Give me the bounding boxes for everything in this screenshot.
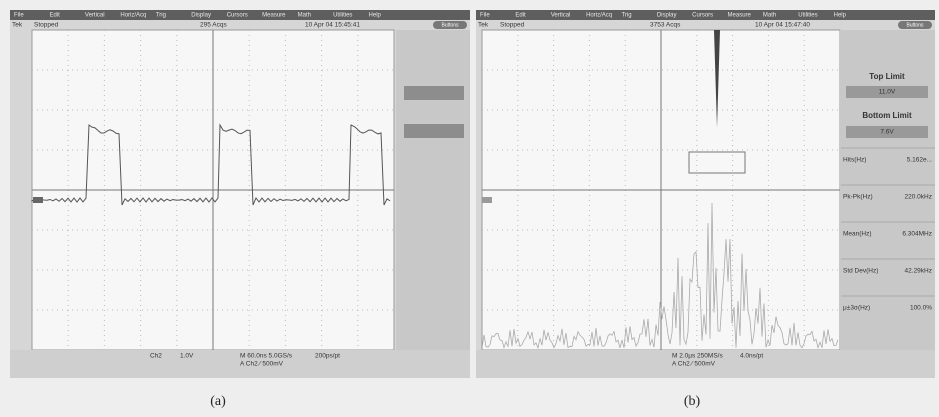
menu-item: Vertical [551,13,571,19]
menu-item: Edit [515,13,526,19]
acqs: 3753 Acqs [650,22,681,29]
acqs: 295 Acqs [200,22,227,29]
figure: Tek Stopped 295 Acqs 10 Apr 04 15:45:41 … [0,0,939,417]
menu-item: Trig [621,13,631,19]
menu-item: Display [191,13,211,19]
menu-item: Horiz/Acq [120,13,146,19]
ground-marker [482,197,492,203]
caption: (a) [210,394,226,409]
top-limit-label: Top Limit [869,72,905,81]
measurement-label: Pk-Pk(Hz) [843,194,873,201]
brand: Tek [12,22,23,29]
resolution: 4.0ns/pt [740,353,763,360]
trigger: A Ch2 ∕ 500mV [240,361,284,368]
measurement-label: Std Dev(Hz) [843,268,878,275]
bottom-limit-value: 7.6V [880,129,894,136]
button-label: Buttons [442,22,459,28]
menu-item: Edit [49,13,60,19]
menu-item: Utilities [333,13,352,19]
measurement-value: 5.162e... [907,157,932,164]
state: Stopped [34,22,59,29]
timestamp: 10 Apr 04 15:45:41 [305,22,360,29]
measurement-label: Hits(Hz) [843,157,866,164]
resolution: 200ps/pt [315,353,340,360]
menu-item: Math [763,13,776,19]
menu-item: Measure [262,13,286,19]
measurement-value: 6.304MHz [902,231,932,238]
measurement-label: Mean(Hz) [843,231,872,238]
menu-item: Vertical [85,13,105,19]
menu-item: Utilities [798,13,817,19]
trigger: A Ch2 ∕ 500mV [672,361,716,368]
menu-item: Trig [156,13,166,19]
menu-item: File [480,13,490,19]
menu-item: Measure [728,13,752,19]
bottom-limit-label: Bottom Limit [862,111,912,120]
state: Stopped [500,22,525,29]
menu-item: Display [657,13,677,19]
measurement-value: 42.29kHz [905,268,932,275]
caption: (b) [684,394,701,409]
top-limit-value: 11.0V [879,89,896,96]
menu-item: File [14,13,24,19]
side-button[interactable] [404,86,464,100]
measurement-label: μ±3σ(Hz) [843,305,870,312]
measurement-value: 220.0kHz [905,194,932,201]
timebase: M 2.0μs 250MS/s [672,353,723,360]
side-panel [396,30,470,350]
menu-item: Cursors [227,13,248,19]
channel: Ch2 [150,353,162,360]
timestamp: 10 Apr 04 15:47:40 [755,22,810,29]
menu-item: Help [369,13,382,19]
side-button[interactable] [404,124,464,138]
timebase: M 60.0ns 5.0GS/s [240,353,293,360]
menu-item: Horiz/Acq [586,13,612,19]
menu-item: Math [298,13,311,19]
measurement-value: 100.0% [910,305,932,312]
menu-item: Help [834,13,847,19]
scale: 1.0V [180,353,194,360]
brand: Tek [478,22,489,29]
menu-item: Cursors [692,13,713,19]
page: Tek Stopped 295 Acqs 10 Apr 04 15:45:41 … [0,0,939,417]
button-label: Buttons [907,22,924,28]
ground-marker [33,197,43,203]
